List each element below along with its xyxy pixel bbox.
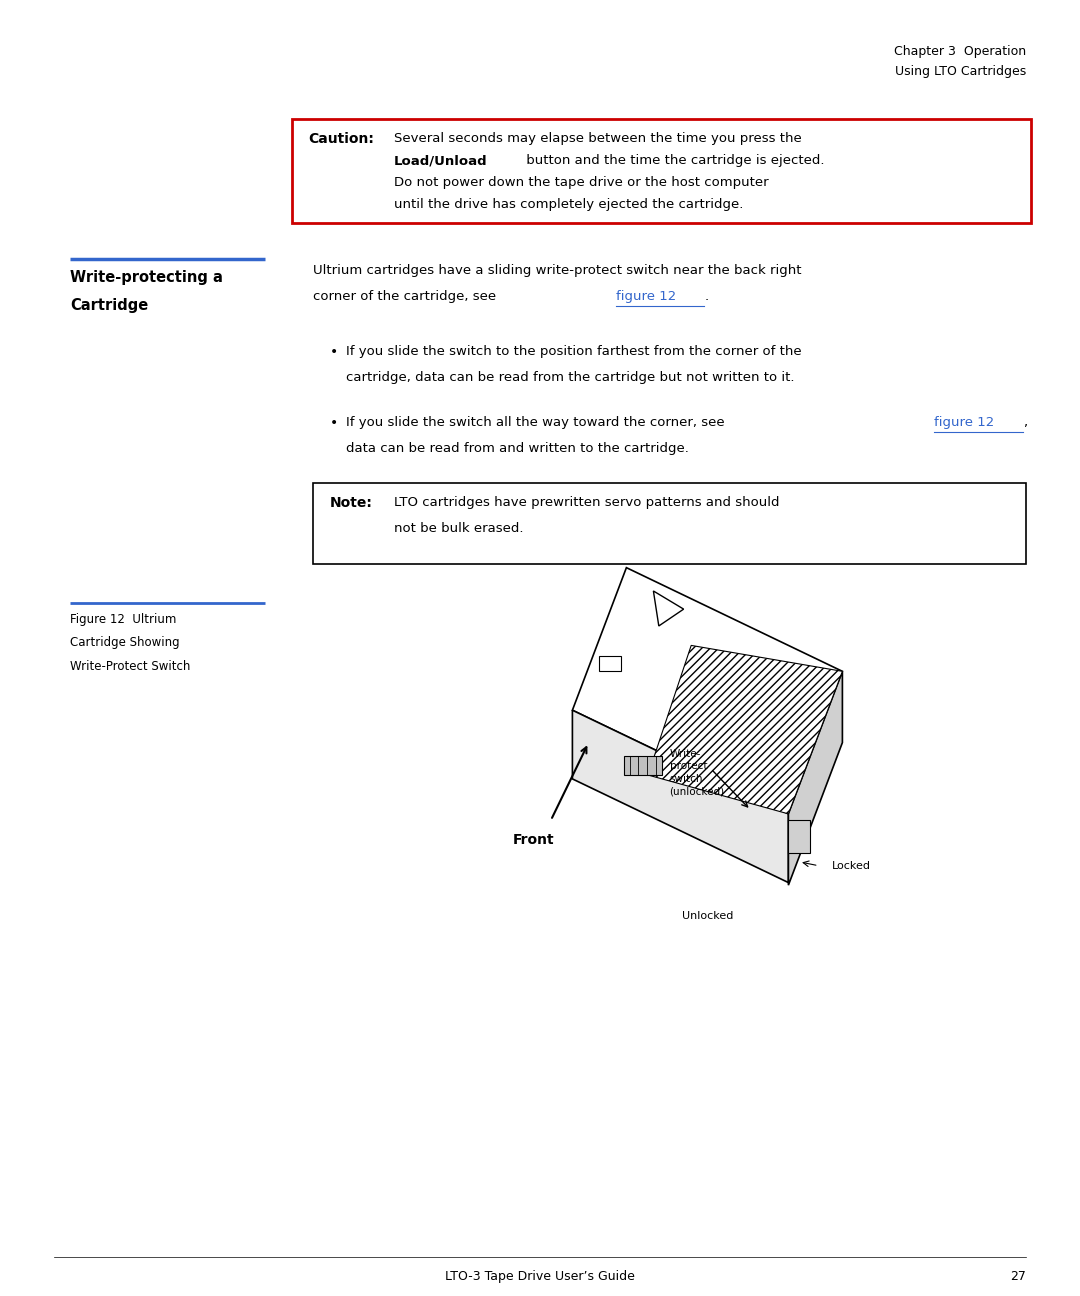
Text: Write-protecting a: Write-protecting a xyxy=(70,270,224,285)
Text: Write-Protect Switch: Write-Protect Switch xyxy=(70,660,190,673)
FancyBboxPatch shape xyxy=(313,483,1026,564)
Text: Caution:: Caution: xyxy=(308,132,374,146)
Text: Locked: Locked xyxy=(832,861,870,871)
Text: LTO-3 Tape Drive User’s Guide: LTO-3 Tape Drive User’s Guide xyxy=(445,1270,635,1283)
Text: •: • xyxy=(329,345,338,359)
Polygon shape xyxy=(572,710,788,883)
Text: figure 12: figure 12 xyxy=(934,416,995,429)
Text: •: • xyxy=(329,416,338,430)
Bar xyxy=(599,656,621,671)
FancyBboxPatch shape xyxy=(292,119,1031,223)
Text: until the drive has completely ejected the cartridge.: until the drive has completely ejected t… xyxy=(394,198,743,211)
Text: Cartridge: Cartridge xyxy=(70,298,148,314)
Polygon shape xyxy=(572,568,842,814)
Text: 27: 27 xyxy=(1010,1270,1026,1283)
Text: button and the time the cartridge is ejected.: button and the time the cartridge is eje… xyxy=(522,154,824,167)
Text: figure 12: figure 12 xyxy=(616,290,676,303)
Text: Ultrium cartridges have a sliding write-protect switch near the back right: Ultrium cartridges have a sliding write-… xyxy=(313,264,801,277)
Bar xyxy=(624,756,662,775)
Text: cartridge, data can be read from the cartridge but not written to it.: cartridge, data can be read from the car… xyxy=(346,371,794,384)
Text: Load/Unload: Load/Unload xyxy=(394,154,488,167)
Text: .: . xyxy=(704,290,708,303)
Text: ,: , xyxy=(1023,416,1027,429)
Text: LTO cartridges have prewritten servo patterns and should: LTO cartridges have prewritten servo pat… xyxy=(394,496,780,509)
Polygon shape xyxy=(788,671,842,885)
Text: Several seconds may elapse between the time you press the: Several seconds may elapse between the t… xyxy=(394,132,802,145)
Text: Chapter 3  Operation: Chapter 3 Operation xyxy=(894,45,1026,58)
Text: If you slide the switch to the position farthest from the corner of the: If you slide the switch to the position … xyxy=(346,345,801,358)
Text: Note:: Note: xyxy=(329,496,373,511)
Polygon shape xyxy=(648,645,842,814)
Text: corner of the cartridge, see: corner of the cartridge, see xyxy=(313,290,500,303)
Text: Cartridge Showing: Cartridge Showing xyxy=(70,636,180,649)
Text: Figure 12  Ultrium: Figure 12 Ultrium xyxy=(70,613,176,626)
Bar xyxy=(788,820,810,853)
Text: data can be read from and written to the cartridge.: data can be read from and written to the… xyxy=(346,442,688,455)
Text: Unlocked: Unlocked xyxy=(681,911,733,921)
Text: not be bulk erased.: not be bulk erased. xyxy=(394,522,524,535)
Text: If you slide the switch all the way toward the corner, see: If you slide the switch all the way towa… xyxy=(346,416,729,429)
Text: Front: Front xyxy=(513,833,555,846)
Text: Write-
protect
switch
(unlocked): Write- protect switch (unlocked) xyxy=(670,749,725,796)
Text: Using LTO Cartridges: Using LTO Cartridges xyxy=(894,65,1026,78)
Text: Do not power down the tape drive or the host computer: Do not power down the tape drive or the … xyxy=(394,176,769,189)
